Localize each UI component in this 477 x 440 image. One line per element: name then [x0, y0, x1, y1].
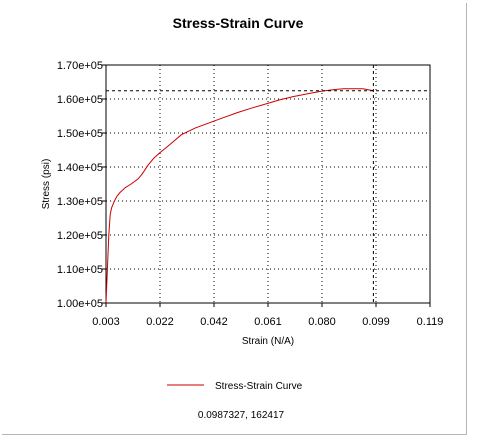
x-tick-label: 0.099	[362, 316, 390, 328]
y-tick-label: 1.40e+05	[57, 162, 103, 174]
x-tick-label: 0.119	[417, 316, 444, 328]
crosshair	[106, 65, 430, 303]
grid	[106, 65, 430, 303]
cursor-readout: 0.0987327, 162417	[198, 410, 285, 421]
y-axis-label: Stress (psi)	[41, 159, 52, 210]
legend-label: Stress-Strain Curve	[215, 381, 303, 392]
chart-frame	[2, 3, 467, 435]
x-tick-label: 0.061	[254, 316, 282, 328]
y-tick-label: 1.60e+05	[57, 94, 103, 106]
series-layer	[105, 88, 374, 304]
x-tick-label: 0.022	[146, 316, 174, 328]
y-tick-label: 1.00e+05	[57, 298, 103, 310]
y-tick-label: 1.30e+05	[57, 196, 103, 208]
plot-area	[105, 64, 431, 304]
y-tick-label: 1.70e+05	[57, 60, 103, 72]
y-tick-label: 1.20e+05	[57, 230, 103, 242]
x-axis-label: Strain (N/A)	[242, 336, 294, 347]
y-tick-label: 1.50e+05	[57, 128, 103, 140]
x-tick-label: 0.042	[200, 316, 228, 328]
series-line	[105, 88, 374, 304]
x-tick-label: 0.080	[308, 316, 336, 328]
legend: Stress-Strain Curve	[167, 381, 303, 392]
tick-labels: 0.003 0.022 0.042 0.061 0.080 0.099 0.119 1.00e…	[57, 60, 444, 328]
chart-title: Stress-Strain Curve	[173, 15, 304, 31]
x-tick-label: 0.003	[92, 316, 120, 328]
y-tick-label: 1.10e+05	[57, 264, 103, 276]
